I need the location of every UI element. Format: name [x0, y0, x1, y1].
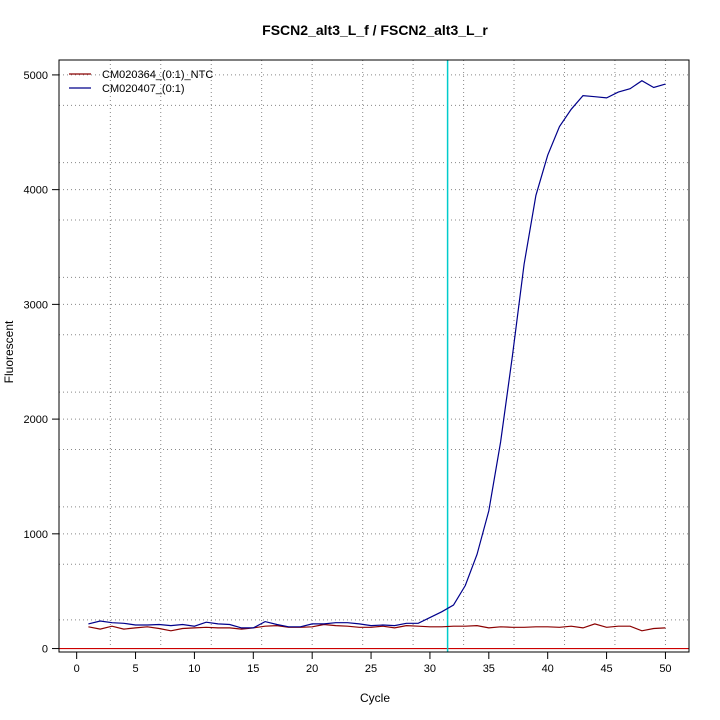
x-tick-label: 15 [247, 663, 259, 675]
legend-entry: CM020407_(0:1) [102, 83, 185, 95]
x-tick-label: 10 [188, 663, 200, 675]
y-tick-label: 1000 [24, 529, 48, 541]
series-lines [88, 79, 666, 632]
legend: CM020364_(0:1)_NTC CM020407_(0:1) [69, 69, 213, 95]
x-axis: 0 5 10 15 20 25 30 35 40 45 50 [74, 652, 672, 675]
x-tick-label: 25 [365, 663, 377, 675]
y-tick-label: 5000 [24, 70, 48, 82]
y-axis-label: Fluorescent [2, 320, 16, 383]
series-line-1 [88, 623, 666, 632]
y-axis: 0 1000 2000 3000 4000 5000 [24, 70, 59, 656]
x-tick-label: 35 [483, 663, 495, 675]
x-tick-label: 45 [600, 663, 612, 675]
plot-frame [58, 59, 690, 653]
x-tick-label: 5 [132, 663, 138, 675]
y-tick-label: 3000 [24, 299, 48, 311]
legend-entry: CM020364_(0:1)_NTC [102, 69, 213, 81]
x-axis-label: Cycle [360, 691, 390, 705]
y-tick-label: 0 [42, 644, 48, 656]
x-tick-label: 40 [542, 663, 554, 675]
y-tick-label: 4000 [24, 185, 48, 197]
x-tick-label: 0 [74, 663, 80, 675]
x-tick-label: 20 [306, 663, 318, 675]
grid-lines [59, 60, 689, 652]
x-tick-label: 30 [424, 663, 436, 675]
y-tick-label: 2000 [24, 414, 48, 426]
series-line-2 [88, 79, 666, 629]
x-tick-label: 50 [659, 663, 671, 675]
chart-title: FSCN2_alt3_L_f / FSCN2_alt3_L_r [262, 22, 488, 38]
